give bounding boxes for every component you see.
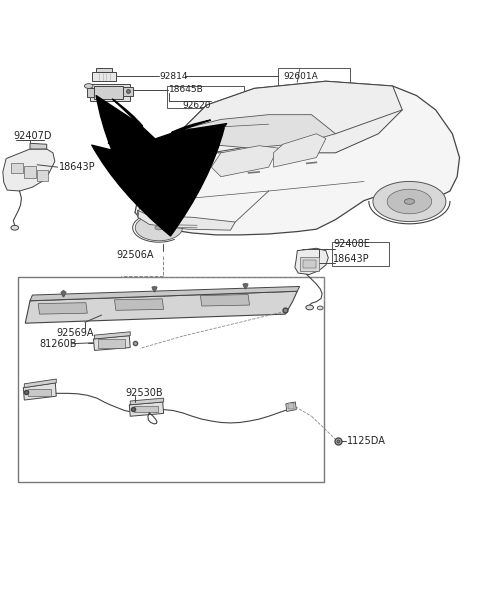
Bar: [134, 406, 158, 413]
Bar: [303, 260, 316, 268]
Text: 92620: 92620: [183, 101, 211, 110]
Polygon shape: [295, 248, 328, 275]
Text: 92506A: 92506A: [116, 250, 154, 260]
Polygon shape: [90, 83, 130, 101]
FancyArrowPatch shape: [92, 128, 224, 236]
Ellipse shape: [306, 305, 313, 310]
Polygon shape: [135, 215, 182, 241]
Text: 92601A: 92601A: [283, 72, 318, 82]
Bar: [28, 388, 51, 396]
Polygon shape: [92, 72, 116, 81]
Ellipse shape: [11, 226, 19, 230]
Polygon shape: [200, 295, 250, 306]
Polygon shape: [95, 86, 123, 99]
Polygon shape: [137, 210, 235, 230]
Ellipse shape: [84, 83, 93, 88]
Polygon shape: [211, 146, 278, 176]
Polygon shape: [129, 402, 164, 416]
Polygon shape: [286, 402, 296, 411]
Bar: [11, 163, 23, 173]
Text: 92530B: 92530B: [125, 388, 163, 398]
Polygon shape: [274, 134, 326, 167]
Polygon shape: [130, 398, 164, 405]
Bar: [37, 170, 48, 181]
Polygon shape: [30, 287, 300, 301]
Bar: [123, 87, 132, 95]
FancyArrowPatch shape: [96, 96, 227, 207]
Polygon shape: [183, 115, 336, 148]
Polygon shape: [30, 143, 47, 149]
Bar: [288, 403, 294, 409]
Text: 18643P: 18643P: [59, 162, 96, 172]
Ellipse shape: [155, 226, 163, 230]
Bar: [300, 258, 319, 271]
Text: 92814: 92814: [160, 72, 188, 81]
Polygon shape: [96, 68, 112, 72]
Polygon shape: [94, 336, 130, 350]
Polygon shape: [38, 303, 87, 314]
Text: 92407D: 92407D: [13, 131, 52, 141]
Text: 92569A: 92569A: [56, 328, 94, 338]
Polygon shape: [135, 81, 459, 235]
Text: 18645B: 18645B: [169, 85, 204, 94]
Polygon shape: [183, 81, 402, 153]
Bar: [98, 339, 125, 348]
Polygon shape: [25, 291, 297, 323]
Polygon shape: [373, 181, 446, 221]
Text: 1125DA: 1125DA: [347, 436, 386, 446]
Text: 92408E: 92408E: [333, 239, 370, 249]
Bar: [168, 86, 244, 108]
Ellipse shape: [317, 306, 323, 310]
Bar: [278, 68, 350, 86]
Polygon shape: [24, 383, 56, 400]
Polygon shape: [387, 189, 432, 214]
Polygon shape: [3, 149, 55, 191]
Polygon shape: [95, 332, 130, 339]
Text: 81260B: 81260B: [39, 339, 77, 349]
Bar: [18, 277, 324, 482]
Bar: [24, 166, 36, 178]
Bar: [332, 242, 389, 266]
Polygon shape: [24, 379, 56, 388]
Text: 18643P: 18643P: [333, 254, 370, 264]
Ellipse shape: [404, 199, 415, 204]
Polygon shape: [87, 88, 95, 96]
Polygon shape: [140, 124, 269, 191]
Polygon shape: [115, 299, 164, 310]
